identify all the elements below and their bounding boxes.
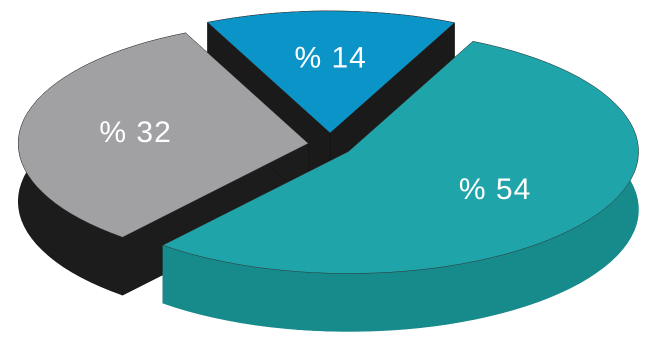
slice: % 32 (17, 32, 309, 296)
slice (206, 10, 456, 134)
data-label: % 54 (459, 173, 531, 206)
data-label: % 32 (99, 116, 171, 149)
slice (17, 32, 309, 238)
slice (162, 41, 639, 274)
data-label: % 14 (294, 42, 366, 75)
slice: % 14 (206, 10, 456, 192)
slice: % 54 (162, 40, 639, 332)
